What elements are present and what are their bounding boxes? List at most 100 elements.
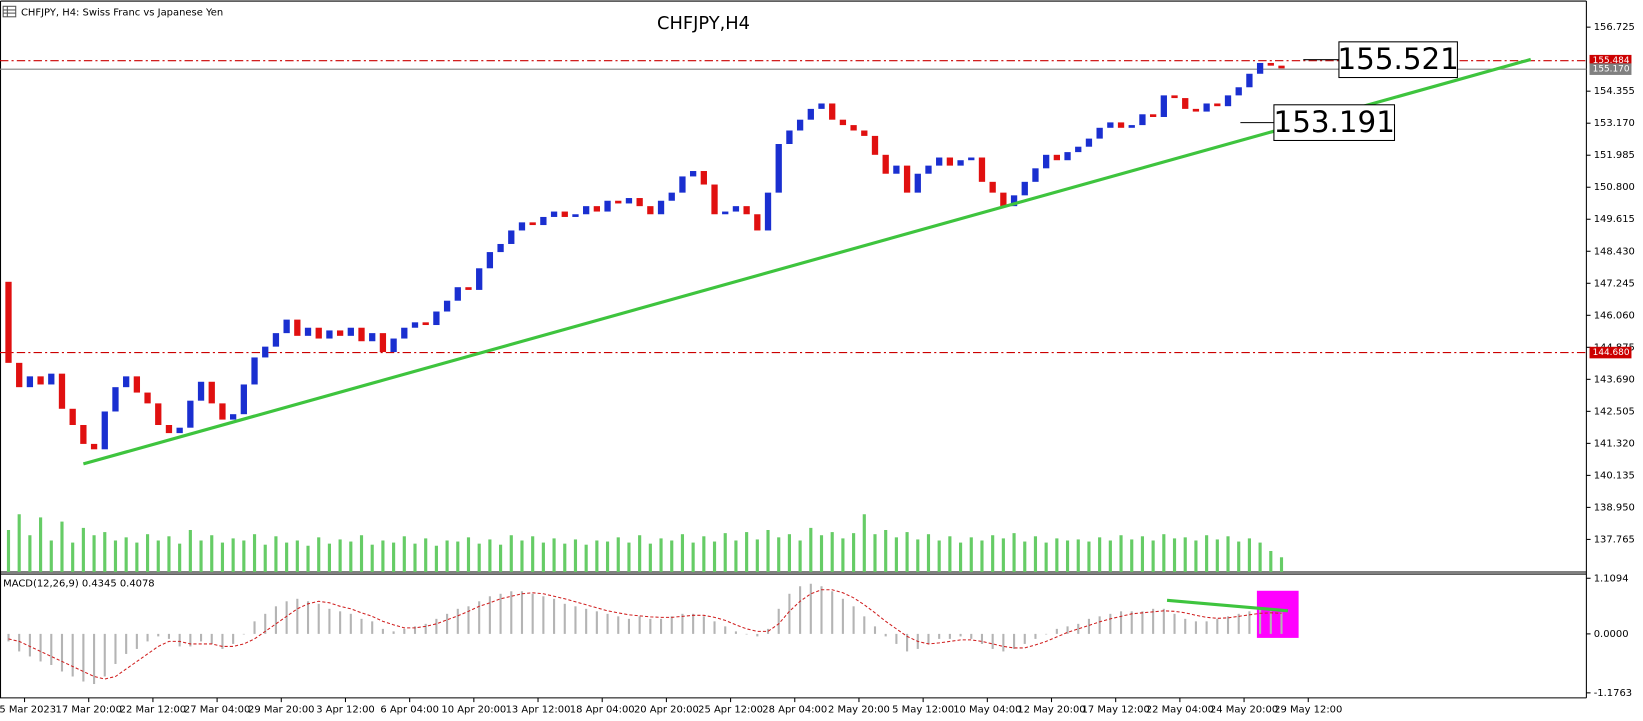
candle (37, 376, 44, 385)
x-tick-label: 5 May 12:00 (892, 704, 954, 715)
candle (401, 327, 408, 339)
volume-bar (787, 534, 791, 572)
volume-bar (81, 527, 85, 572)
macd-bar (617, 616, 620, 634)
y-tick-label: 146.060 (1594, 310, 1635, 321)
volume-bar (220, 542, 225, 572)
volume-bar (359, 535, 364, 572)
candle (861, 130, 868, 136)
candle (722, 211, 729, 215)
chart-title: CHFJPY,H4 (657, 13, 750, 34)
y-tick-label: 143.690 (1594, 374, 1635, 385)
candle (689, 171, 697, 177)
volume-bar (499, 544, 503, 572)
macd-bar (264, 613, 267, 634)
macd-bar (938, 633, 941, 639)
volume-bar (1162, 534, 1166, 572)
y-tick-label: 142.505 (1594, 406, 1635, 417)
volume-bar (135, 542, 139, 572)
candle (208, 381, 215, 404)
macd-bar (1280, 612, 1283, 634)
candle (90, 443, 98, 450)
candle (936, 157, 943, 166)
macd-bar (1152, 608, 1155, 634)
candle (754, 214, 761, 231)
candle (1214, 103, 1221, 107)
macd-bar (499, 593, 502, 634)
volume-bar (766, 529, 770, 572)
candle (411, 322, 419, 328)
macd-bar (403, 628, 406, 634)
candle (957, 160, 964, 166)
candle (1117, 122, 1125, 128)
volume-bar (434, 545, 438, 572)
candle (101, 411, 108, 450)
macd-bar (1002, 633, 1005, 652)
candle (1075, 146, 1082, 153)
macd-bar (146, 633, 149, 642)
volume-bar (1269, 550, 1273, 572)
volume-bar (648, 543, 652, 572)
macd-bar (200, 633, 203, 642)
candle (112, 387, 119, 412)
volume-bar (1258, 542, 1262, 572)
volume-bar (60, 521, 64, 572)
macd-bar (253, 621, 256, 634)
volume-bar (188, 529, 192, 572)
x-tick-label: 17 May 12:00 (1082, 704, 1150, 715)
volume-bar (723, 533, 727, 572)
macd-bar (381, 628, 384, 634)
macd-bar (734, 631, 737, 634)
candle (5, 281, 12, 363)
candle (668, 192, 675, 201)
price-label-box (1589, 63, 1632, 75)
y-tick-label: 150.800 (1594, 182, 1635, 193)
macd-bar (392, 631, 395, 634)
macd-bar (456, 608, 459, 634)
candle (422, 322, 429, 326)
price-label: 155.484 (1593, 56, 1630, 66)
candle (625, 198, 633, 204)
candle (1267, 62, 1274, 66)
volume-bar (509, 535, 513, 572)
macd-bar (71, 633, 74, 677)
volume-bar (1279, 557, 1284, 572)
volume-bar (1001, 538, 1005, 572)
volume-bar (402, 536, 406, 572)
x-tick-label: 2 May 20:00 (828, 704, 890, 715)
macd-bar (510, 591, 513, 634)
volume-bar (1130, 539, 1134, 572)
candle (133, 376, 141, 393)
volume-bar (1194, 540, 1198, 572)
x-tick-label: 22 Mar 12:00 (120, 704, 186, 715)
volume-bar (466, 537, 471, 572)
volume-bar (777, 537, 781, 572)
macd-bar (906, 633, 909, 652)
macd-bar (895, 633, 898, 644)
volume-bar (39, 517, 43, 572)
volume-bar (252, 534, 257, 572)
candle (433, 311, 440, 326)
macd-bar (328, 608, 331, 634)
macd-bar (114, 633, 117, 664)
x-tick-label: 28 Apr 04:00 (762, 704, 827, 715)
volume-bar (905, 532, 909, 572)
macd-bar (1023, 633, 1026, 644)
candle (1224, 95, 1232, 107)
macd-bar (306, 601, 310, 634)
volume-bar (1076, 539, 1080, 572)
volume-bar (381, 540, 385, 572)
candle (1032, 168, 1039, 182)
candle (240, 384, 247, 415)
volume-bar (178, 543, 182, 572)
macd-bar (927, 633, 930, 644)
candle (508, 230, 515, 244)
macd-bar (852, 606, 855, 634)
candle (486, 252, 494, 269)
candle (251, 357, 258, 385)
volume-bar (113, 540, 118, 572)
volume-bar (17, 514, 21, 572)
y-tick-label: 149.615 (1594, 214, 1635, 225)
